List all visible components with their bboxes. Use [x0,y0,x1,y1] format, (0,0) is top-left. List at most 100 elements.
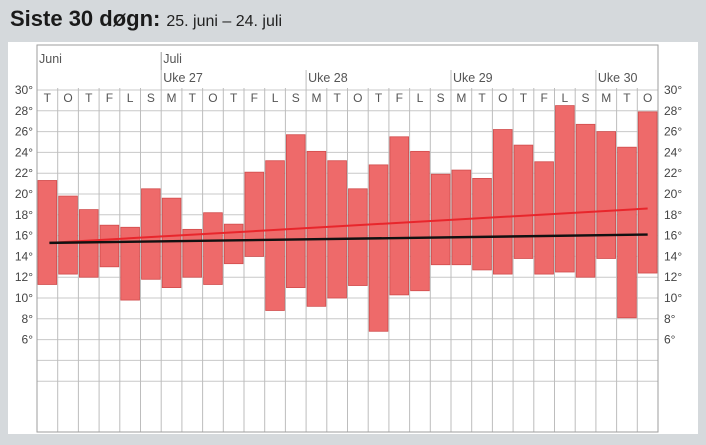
day-label: T [189,91,197,105]
temperature-bar [617,146,637,319]
y-tick-left: 28° [15,104,33,118]
temperature-bar [141,188,161,280]
month-label: Juli [163,52,182,66]
day-label: T [230,91,238,105]
y-tick-left: 18° [15,208,33,222]
y-tick-right: 20° [664,187,682,201]
day-label: T [623,91,631,105]
day-label: O [498,91,507,105]
week-label: Uke 30 [598,71,638,85]
temperature-bar [244,171,265,257]
y-tick-right: 6° [664,333,676,347]
trend-line-black [49,233,648,245]
temperature-bar [575,123,596,278]
day-label: O [643,91,652,105]
y-tick-right: 10° [664,291,682,305]
y-tick-left: 26° [15,125,33,139]
temperature-bar [182,228,202,278]
y-tick-left: 10° [15,291,33,305]
y-tick-right: 18° [664,208,682,222]
temperature-bar [472,177,492,271]
y-tick-right: 8° [664,312,676,326]
day-label: T [375,91,383,105]
y-tick-right: 30° [664,83,682,97]
day-label: T [333,91,341,105]
y-tick-left: 8° [22,312,34,326]
day-label: F [251,91,258,105]
temperature-bar [492,129,513,275]
temperature-bar [348,188,368,286]
temperature-bar [203,212,223,285]
temperature-bar [368,164,389,332]
temperature-bar [223,223,244,265]
day-label: L [272,91,279,105]
y-tick-right: 28° [664,104,682,118]
chart-header: Siste 30 døgn: 25. juni – 24. juli [10,6,282,38]
temperature-bar [451,169,472,266]
y-tick-left: 14° [15,249,33,263]
day-label: T [478,91,486,105]
week-label: Uke 27 [163,71,203,85]
y-tick-right: 16° [664,229,682,243]
temperature-bar [534,161,554,275]
y-tick-right: 26° [664,125,682,139]
temperature-bar [285,134,306,289]
week-label: Uke 28 [308,71,348,85]
y-tick-right: 14° [664,249,682,263]
day-label: S [147,91,155,105]
temperature-bar [161,197,182,289]
grid-lines [36,44,659,433]
plot-border [36,44,659,433]
temperature-bar [120,226,140,301]
chart-title: Siste 30 døgn: [10,6,161,31]
day-label: M [601,91,611,105]
y-tick-right: 12° [664,270,682,284]
day-label: M [311,91,321,105]
y-tick-left: 12° [15,270,33,284]
y-tick-left: 16° [15,229,33,243]
day-label: O [63,91,72,105]
day-label: L [127,91,134,105]
temperature-bar [327,160,347,299]
day-label: T [85,91,93,105]
day-label: F [106,91,113,105]
y-tick-right: 24° [664,145,682,159]
y-tick-left: 30° [15,83,33,97]
y-tick-left: 20° [15,187,33,201]
day-label: O [353,91,362,105]
day-label: S [292,91,300,105]
day-label: O [208,91,217,105]
day-label: T [520,91,528,105]
y-tick-left: 22° [15,166,33,180]
month-label: Juni [39,52,62,66]
temperature-bar [637,111,658,274]
temperature-bar [555,105,575,273]
temperature-bar [58,195,78,275]
y-tick-left: 6° [22,333,34,347]
day-label: L [562,91,569,105]
temperature-bar [513,144,534,259]
temperature-bar [596,131,617,259]
day-label: S [437,91,445,105]
trend-line-red [49,207,648,244]
week-label: Uke 29 [453,71,493,85]
y-tick-left: 24° [15,145,33,159]
trend-lines [49,207,648,245]
day-label: S [582,91,590,105]
temperature-bars [37,105,658,332]
temperature-bar [265,160,285,311]
day-label: L [417,91,424,105]
day-label: F [396,91,403,105]
day-label: T [44,91,52,105]
day-label: M [167,91,177,105]
temperature-bar [37,180,58,285]
day-label: M [456,91,466,105]
day-label: F [540,91,547,105]
temperature-bar [99,224,120,268]
y-tick-right: 22° [664,166,682,180]
chart-subtitle: 25. juni – 24. juli [166,13,282,30]
temperature-bar [389,136,409,296]
